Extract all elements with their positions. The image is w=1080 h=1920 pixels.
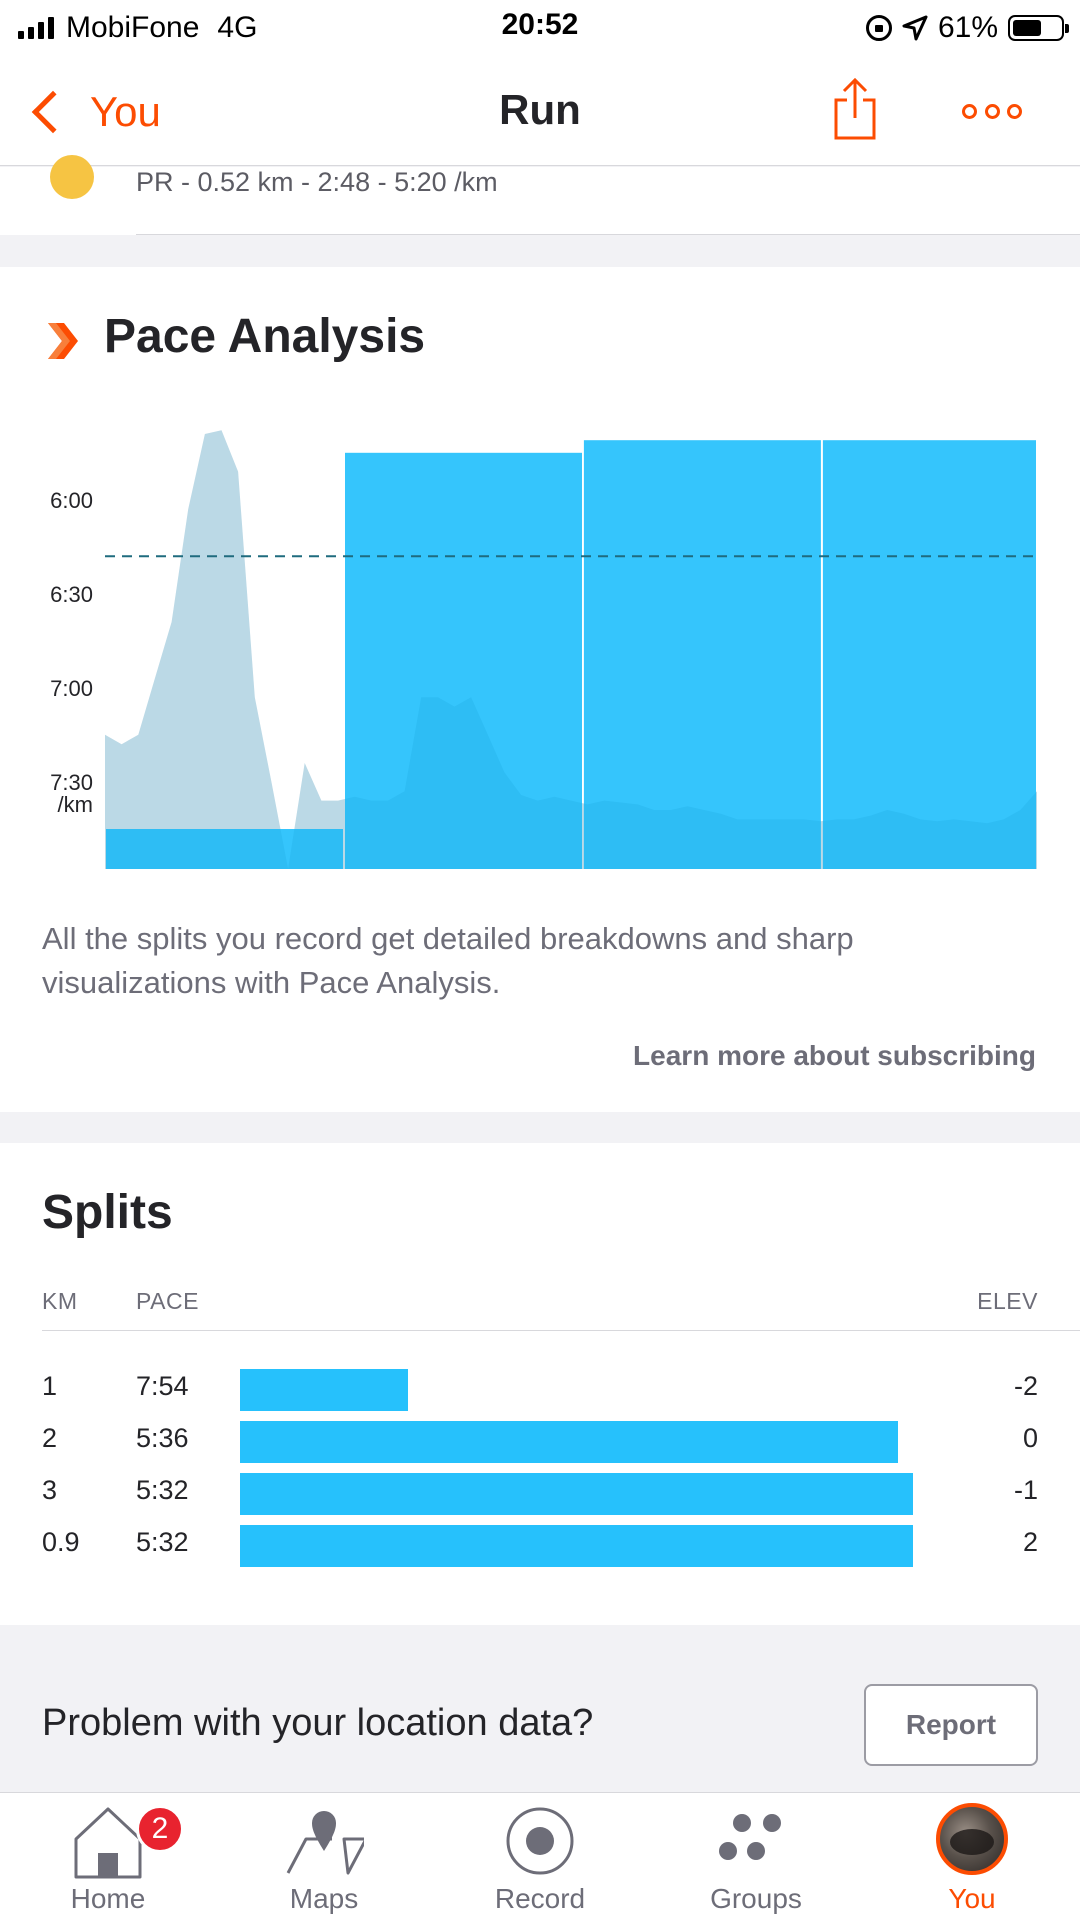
km-column-header: KM	[42, 1288, 78, 1314]
split-pace: 5:32	[136, 1527, 189, 1557]
page-title: Run	[499, 86, 581, 133]
split-pace: 7:54	[136, 1371, 189, 1401]
split-km: 2	[42, 1423, 58, 1453]
orientation-lock-icon	[865, 15, 892, 41]
split-pace-bar	[240, 1421, 898, 1463]
pace-column-header: PACE	[136, 1288, 199, 1314]
pace-analysis-title: Pace Analysis	[104, 310, 426, 363]
y-tick-label: 7:30	[50, 770, 93, 795]
pace-analysis-chart[interactable]: 6:00 6:30 7:00 7:30/km	[0, 367, 1080, 887]
nav-bar: You Run	[0, 56, 1080, 166]
splits-title: Splits	[42, 1186, 173, 1239]
back-label: You	[90, 88, 161, 135]
pr-row: PR - 0.52 km - 2:48 - 5:20 /km	[0, 155, 1080, 235]
y-tick-label: 6:00	[50, 488, 93, 513]
split-pace-bar	[240, 1369, 408, 1411]
pr-medal-icon	[50, 155, 94, 199]
tab-bar: 2 Home Maps Record Groups You	[0, 1792, 1080, 1920]
y-tick-label: 6:30	[50, 582, 93, 607]
pace-split-bar[interactable]	[106, 829, 343, 869]
status-bar: MobiFone 4G 20:52 61%	[0, 0, 1080, 56]
y-tick-label: /km	[58, 792, 93, 817]
pace-split-bar[interactable]	[822, 440, 1036, 869]
split-row: 0.9 5:32 2	[0, 1519, 1080, 1571]
record-icon	[506, 1807, 574, 1875]
split-km: 0.9	[42, 1527, 80, 1557]
split-elev: -2	[1013, 1371, 1038, 1401]
split-row: 1 7:54 -2	[0, 1363, 1080, 1415]
share-icon[interactable]	[830, 76, 880, 142]
tab-you[interactable]: You	[864, 1793, 1080, 1920]
battery-percent: 61%	[937, 11, 998, 44]
split-pace: 5:36	[136, 1423, 189, 1453]
status-left: MobiFone 4G	[18, 8, 257, 48]
split-row: 2 5:36 0	[0, 1415, 1080, 1467]
split-row: 3 5:32 -1	[0, 1467, 1080, 1519]
learn-more-link[interactable]: Learn more about subscribing	[633, 1040, 1036, 1071]
split-elev: 0	[1022, 1423, 1038, 1453]
groups-icon	[719, 1814, 781, 1860]
tab-groups[interactable]: Groups	[648, 1793, 864, 1920]
location-arrow-icon	[902, 15, 928, 41]
pace-analysis-card: Pace Analysis 6:00 6:30 7:00 7:30/km All th…	[0, 267, 1080, 1112]
pr-text: PR - 0.52 km - 2:48 - 5:20 /km	[136, 167, 498, 197]
split-pace-bar	[240, 1473, 913, 1515]
status-right: 61%	[865, 8, 1069, 48]
back-button[interactable]: You	[28, 84, 161, 140]
avatar	[936, 1803, 1008, 1875]
more-icon[interactable]	[962, 96, 1022, 126]
split-pace: 5:32	[136, 1475, 189, 1505]
summit-chevron-icon	[48, 323, 78, 359]
splits-card: Splits KM PACE ELEV 1 7:54 -2 2 5:36 0 3…	[0, 1143, 1080, 1625]
tab-label: Home	[70, 1883, 146, 1914]
split-pace-bar	[240, 1525, 913, 1567]
status-time: 20:52	[501, 8, 579, 41]
split-km: 1	[42, 1371, 58, 1401]
tab-label: Groups	[710, 1883, 802, 1914]
signal-icon	[18, 17, 54, 39]
pace-split-bar[interactable]	[345, 452, 582, 869]
tab-label: Maps	[289, 1883, 359, 1914]
network-type: 4G	[217, 11, 258, 44]
pace-analysis-description: All the splits you record get detailed b…	[42, 921, 854, 1000]
notification-badge: 2	[136, 1805, 184, 1853]
tab-home[interactable]: 2 Home	[0, 1793, 216, 1920]
home-icon	[74, 1807, 142, 1879]
pace-split-bar[interactable]	[583, 440, 821, 869]
divider	[42, 1330, 1080, 1331]
location-problem-text: Problem with your location data?	[42, 1702, 594, 1744]
divider	[136, 234, 1080, 235]
tab-maps[interactable]: Maps	[216, 1793, 432, 1920]
tab-label: You	[948, 1883, 996, 1914]
battery-icon	[1008, 15, 1069, 41]
report-button[interactable]: Report	[864, 1684, 1038, 1766]
split-elev: -1	[1013, 1475, 1038, 1505]
tab-record[interactable]: Record	[432, 1793, 648, 1920]
elev-column-header: ELEV	[977, 1288, 1038, 1314]
split-elev: 2	[1022, 1527, 1038, 1557]
tab-label: Record	[494, 1883, 586, 1914]
carrier-name: MobiFone	[66, 11, 200, 44]
split-km: 3	[42, 1475, 58, 1505]
y-tick-label: 7:00	[50, 676, 93, 701]
map-pin-icon	[286, 1811, 364, 1875]
pace-trace-overlay	[105, 430, 1037, 869]
